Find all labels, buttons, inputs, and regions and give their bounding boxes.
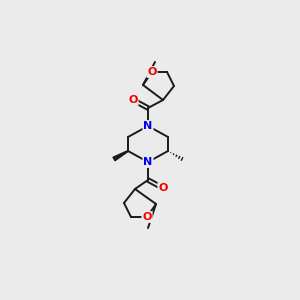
Text: O: O	[147, 67, 157, 77]
Text: N: N	[143, 121, 153, 131]
Text: O: O	[142, 212, 152, 222]
Polygon shape	[113, 151, 128, 161]
Text: N: N	[143, 157, 153, 167]
Text: O: O	[158, 183, 168, 193]
Text: O: O	[128, 95, 138, 105]
